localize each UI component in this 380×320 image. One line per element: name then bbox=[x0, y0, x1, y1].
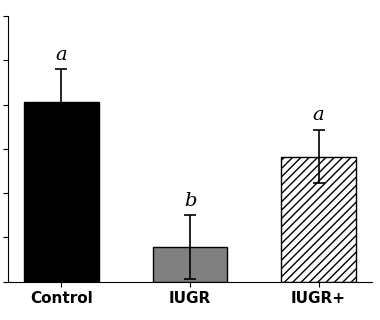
Text: a: a bbox=[55, 45, 67, 64]
Text: a: a bbox=[313, 107, 325, 124]
Bar bbox=[153, 247, 227, 282]
Bar bbox=[24, 102, 99, 282]
Text: b: b bbox=[184, 192, 196, 210]
Bar bbox=[281, 156, 356, 282]
